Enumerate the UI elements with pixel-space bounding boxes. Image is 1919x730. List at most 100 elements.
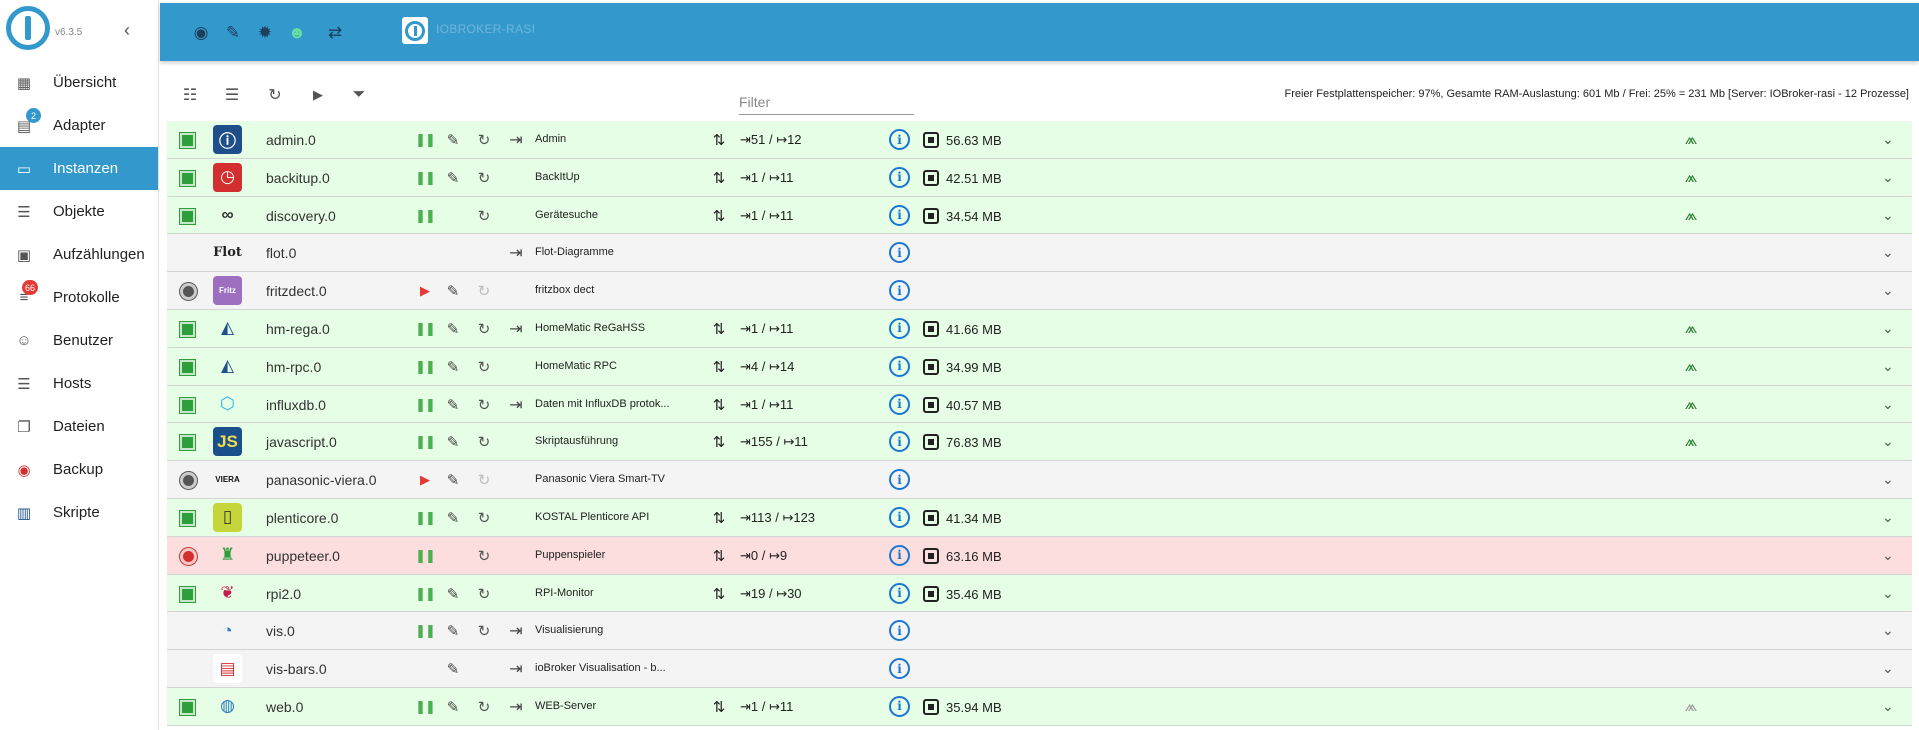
info-icon[interactable]: i — [889, 658, 910, 680]
chevron-down-icon[interactable]: ⌄ — [1882, 622, 1894, 639]
wrench-icon[interactable]: ✎ — [446, 509, 460, 527]
info-icon[interactable]: i — [889, 166, 910, 188]
wrench-icon[interactable]: ✎ — [446, 623, 460, 641]
chevron-down-icon[interactable]: ⌄ — [1882, 282, 1894, 299]
status-indicator[interactable] — [180, 586, 195, 602]
restart-icon[interactable]: ↻ — [477, 320, 491, 338]
info-icon[interactable]: i — [889, 582, 910, 604]
play-icon[interactable]: ▶ — [420, 283, 430, 299]
info-icon[interactable]: i — [889, 355, 910, 377]
eye-icon[interactable]: ◉ — [193, 23, 209, 42]
pause-icon[interactable]: ❚❚ — [415, 509, 436, 525]
status-indicator[interactable] — [180, 510, 195, 526]
info-icon[interactable]: i — [889, 242, 910, 264]
info-icon[interactable]: i — [889, 544, 910, 566]
open-link-icon[interactable]: ⇥ — [509, 245, 523, 263]
sync-disabled-icon[interactable]: ⇄ — [327, 23, 343, 42]
filter-input[interactable] — [739, 90, 914, 115]
status-indicator[interactable] — [180, 359, 195, 375]
wrench-icon[interactable]: ✎ — [446, 283, 460, 301]
restart-icon[interactable]: ↻ — [477, 698, 491, 716]
pause-icon[interactable]: ❚❚ — [415, 623, 436, 639]
sidebar-item-benutzer[interactable]: ☺ Benutzer — [0, 319, 158, 362]
status-indicator[interactable] — [180, 133, 195, 148]
collapse-sidebar-icon[interactable]: ‹ — [124, 20, 130, 40]
wrench-icon[interactable]: ✎ — [446, 585, 460, 603]
open-link-icon[interactable]: ⇥ — [509, 661, 523, 679]
chevron-down-icon[interactable]: ⌄ — [1882, 131, 1894, 147]
chevron-down-icon[interactable]: ⌄ — [1882, 395, 1894, 412]
sidebar-item-skripte[interactable]: ▥ Skripte — [0, 491, 158, 534]
wrench-icon[interactable]: ✎ — [225, 23, 241, 42]
wrench-icon[interactable]: ✎ — [446, 396, 460, 414]
pause-icon[interactable]: ❚❚ — [415, 169, 436, 185]
sidebar-item-instanzen[interactable]: ▭ Instanzen — [0, 147, 158, 190]
wrench-icon[interactable]: ✎ — [446, 169, 460, 187]
wrench-icon[interactable]: ✎ — [446, 358, 460, 376]
info-icon[interactable]: i — [889, 506, 910, 528]
info-icon[interactable]: i — [889, 129, 910, 150]
open-link-icon[interactable]: ⇥ — [509, 132, 523, 149]
chevron-down-icon[interactable]: ⌄ — [1882, 697, 1894, 714]
play-all-icon[interactable]: ▶ — [313, 87, 323, 102]
pause-icon[interactable]: ❚❚ — [415, 396, 436, 412]
compact-view-icon[interactable]: ☰ — [224, 87, 240, 104]
iobroker-logo[interactable] — [6, 6, 50, 50]
info-icon[interactable]: i — [889, 695, 910, 717]
restart-icon[interactable]: ↻ — [477, 207, 491, 225]
restart-icon[interactable]: ↻ — [477, 547, 491, 565]
wrench-icon[interactable]: ✎ — [446, 132, 460, 149]
sidebar-item-hosts[interactable]: ☰ Hosts — [0, 362, 158, 405]
chevron-down-icon[interactable]: ⌄ — [1882, 244, 1894, 261]
list-view-icon[interactable]: ☷ — [182, 87, 198, 104]
pause-icon[interactable]: ❚❚ — [415, 434, 436, 450]
sidebar-item-adapter[interactable]: ▤ Adapter 2 — [0, 104, 158, 147]
status-indicator[interactable] — [180, 435, 195, 451]
info-icon[interactable]: i — [889, 620, 910, 642]
chevron-down-icon[interactable]: ⌄ — [1882, 168, 1894, 185]
status-indicator[interactable] — [180, 397, 195, 413]
pause-icon[interactable]: ❚❚ — [415, 698, 436, 714]
refresh-icon[interactable]: ↻ — [268, 87, 282, 104]
pause-icon[interactable]: ❚❚ — [415, 547, 436, 563]
pause-icon[interactable]: ❚❚ — [415, 320, 436, 336]
chevron-down-icon[interactable]: ⌄ — [1882, 319, 1894, 336]
sidebar-item-übersicht[interactable]: ▦ Übersicht — [0, 61, 158, 104]
chevron-down-icon[interactable]: ⌄ — [1882, 206, 1894, 223]
wrench-icon[interactable]: ✎ — [446, 698, 460, 716]
status-indicator[interactable] — [180, 472, 197, 490]
restart-icon[interactable]: ↻ — [477, 396, 491, 414]
info-icon[interactable]: i — [889, 204, 910, 226]
sidebar-item-objekte[interactable]: ☰ Objekte — [0, 190, 158, 233]
restart-icon[interactable]: ↻ — [477, 132, 491, 149]
status-indicator[interactable] — [180, 699, 195, 715]
info-icon[interactable]: i — [889, 431, 910, 453]
theme-icon[interactable]: ✹ — [257, 23, 273, 42]
status-indicator[interactable] — [180, 283, 197, 301]
pause-icon[interactable]: ❚❚ — [415, 358, 436, 374]
restart-icon[interactable]: ↻ — [477, 169, 491, 187]
pause-icon[interactable]: ❚❚ — [415, 207, 436, 223]
restart-icon[interactable]: ↻ — [477, 585, 491, 603]
open-link-icon[interactable]: ⇥ — [509, 320, 523, 338]
wrench-icon[interactable]: ✎ — [446, 434, 460, 452]
wrench-icon[interactable]: ✎ — [446, 472, 460, 490]
wrench-icon[interactable]: ✎ — [446, 320, 460, 338]
open-link-icon[interactable]: ⇥ — [509, 698, 523, 716]
restart-icon[interactable]: ↻ — [477, 509, 491, 527]
sidebar-item-dateien[interactable]: ❐ Dateien — [0, 405, 158, 448]
status-indicator[interactable] — [180, 170, 195, 186]
sidebar-item-backup[interactable]: ◉ Backup — [0, 448, 158, 491]
status-indicator[interactable] — [180, 547, 197, 565]
wrench-icon[interactable]: ✎ — [446, 661, 460, 679]
restart-icon[interactable]: ↻ — [477, 434, 491, 452]
sidebar-item-protokolle[interactable]: ≡ Protokolle 66 — [0, 276, 158, 319]
restart-icon[interactable]: ↻ — [477, 358, 491, 376]
status-indicator[interactable] — [180, 321, 195, 337]
chevron-down-icon[interactable]: ⌄ — [1882, 357, 1894, 374]
sidebar-item-aufzählungen[interactable]: ▣ Aufzählungen — [0, 233, 158, 276]
chevron-down-icon[interactable]: ⌄ — [1882, 471, 1894, 488]
info-icon[interactable]: i — [889, 317, 910, 339]
open-link-icon[interactable]: ⇥ — [509, 623, 523, 641]
restart-icon[interactable]: ↻ — [477, 623, 491, 641]
